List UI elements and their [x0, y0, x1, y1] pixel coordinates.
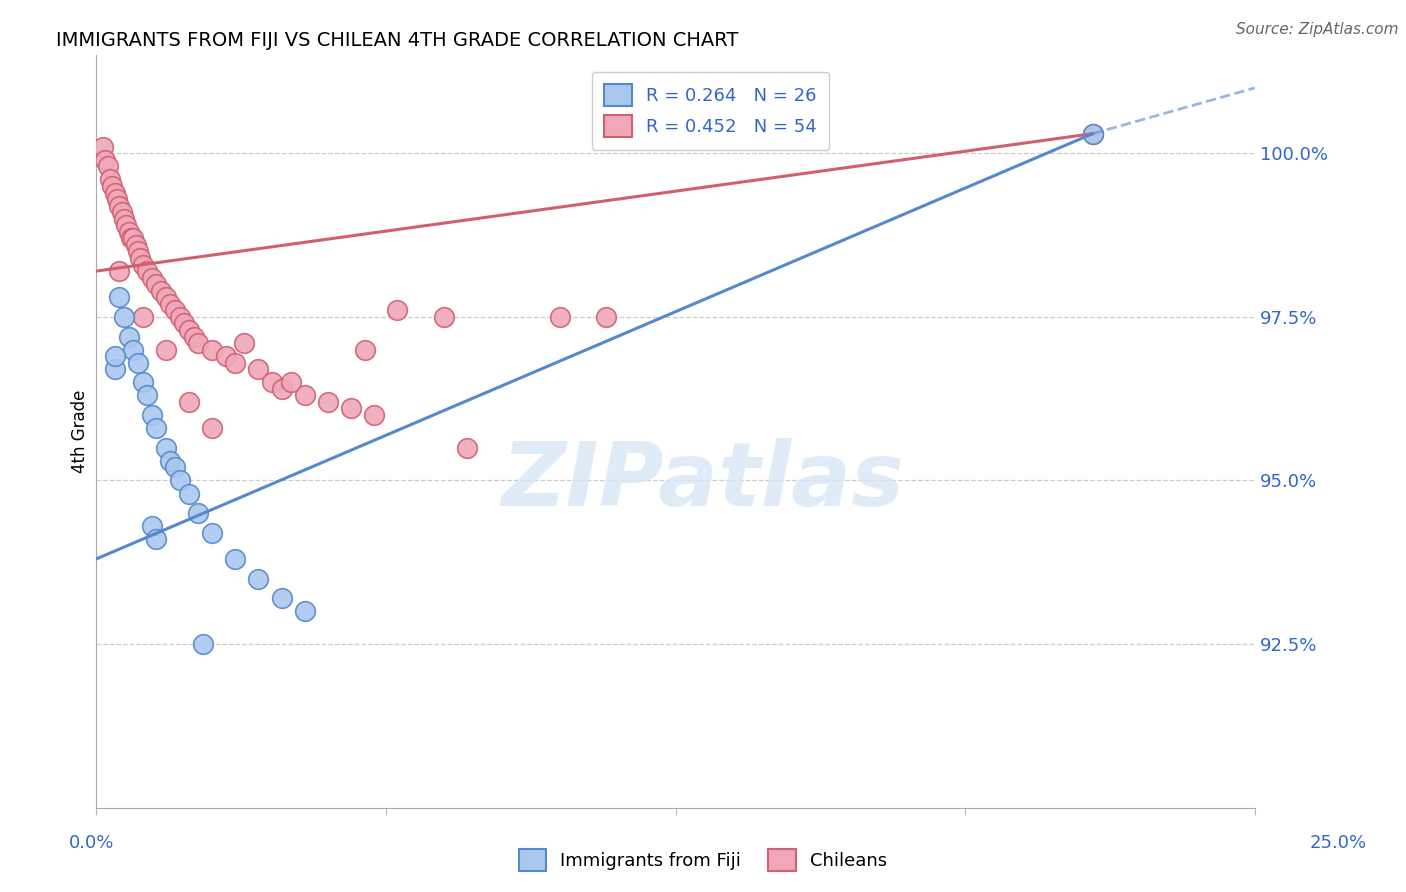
Point — [108, 264, 131, 278]
Point — [595, 310, 617, 324]
Point — [191, 637, 214, 651]
Point — [224, 552, 246, 566]
Point — [97, 160, 120, 174]
Point — [108, 290, 131, 304]
Point — [387, 303, 409, 318]
Legend: Immigrants from Fiji, Chileans: Immigrants from Fiji, Chileans — [512, 842, 894, 879]
Point — [145, 277, 167, 292]
Point — [150, 284, 173, 298]
Point — [316, 395, 339, 409]
Point — [141, 519, 163, 533]
Point — [270, 591, 292, 606]
Point — [363, 408, 385, 422]
Point — [159, 454, 181, 468]
Text: IMMIGRANTS FROM FIJI VS CHILEAN 4TH GRADE CORRELATION CHART: IMMIGRANTS FROM FIJI VS CHILEAN 4TH GRAD… — [56, 31, 738, 50]
Point — [280, 376, 302, 390]
Point — [548, 310, 571, 324]
Point — [117, 329, 139, 343]
Point — [104, 186, 127, 200]
Point — [247, 362, 270, 376]
Text: 25.0%: 25.0% — [1310, 834, 1367, 852]
Point — [294, 388, 316, 402]
Point — [270, 382, 292, 396]
Point — [141, 408, 163, 422]
Text: 0.0%: 0.0% — [69, 834, 114, 852]
Point — [173, 317, 195, 331]
Point — [155, 290, 177, 304]
Point — [183, 329, 205, 343]
Point — [163, 303, 186, 318]
Point — [129, 251, 152, 265]
Point — [262, 376, 284, 390]
Point — [145, 533, 167, 547]
Point — [115, 219, 138, 233]
Point — [201, 343, 224, 357]
Point — [122, 231, 145, 245]
Point — [201, 421, 224, 435]
Point — [98, 172, 121, 186]
Point — [104, 349, 127, 363]
Point — [155, 441, 177, 455]
Point — [177, 395, 200, 409]
Point — [163, 460, 186, 475]
Point — [127, 356, 149, 370]
Text: Source: ZipAtlas.com: Source: ZipAtlas.com — [1236, 22, 1399, 37]
Point — [131, 310, 153, 324]
Point — [340, 401, 363, 416]
Point — [117, 225, 139, 239]
Point — [169, 310, 191, 324]
Point — [131, 376, 153, 390]
Point — [215, 349, 238, 363]
Point — [120, 231, 142, 245]
Point — [201, 525, 224, 540]
Point — [127, 244, 149, 259]
Point — [159, 297, 181, 311]
Point — [105, 192, 128, 206]
Point — [124, 238, 146, 252]
Point — [94, 153, 117, 167]
Point — [354, 343, 377, 357]
Point — [136, 388, 159, 402]
Point — [155, 343, 177, 357]
Y-axis label: 4th Grade: 4th Grade — [72, 390, 89, 473]
Point — [187, 336, 209, 351]
Point — [91, 140, 114, 154]
Point — [224, 356, 246, 370]
Point — [169, 474, 191, 488]
Point — [136, 264, 159, 278]
Point — [108, 199, 131, 213]
Point — [233, 336, 256, 351]
Legend: R = 0.264   N = 26, R = 0.452   N = 54: R = 0.264 N = 26, R = 0.452 N = 54 — [592, 71, 830, 150]
Point — [433, 310, 456, 324]
Point — [111, 205, 134, 219]
Point — [141, 270, 163, 285]
Point — [294, 604, 316, 618]
Point — [1081, 127, 1104, 141]
Text: ZIPatlas: ZIPatlas — [502, 438, 904, 525]
Point — [101, 179, 124, 194]
Point — [177, 323, 200, 337]
Point — [104, 362, 127, 376]
Point — [456, 441, 478, 455]
Point — [145, 421, 167, 435]
Point — [122, 343, 145, 357]
Point — [112, 211, 135, 226]
Point — [131, 258, 153, 272]
Point — [247, 572, 270, 586]
Point — [112, 310, 135, 324]
Point — [187, 506, 209, 520]
Point — [1081, 127, 1104, 141]
Point — [177, 486, 200, 500]
